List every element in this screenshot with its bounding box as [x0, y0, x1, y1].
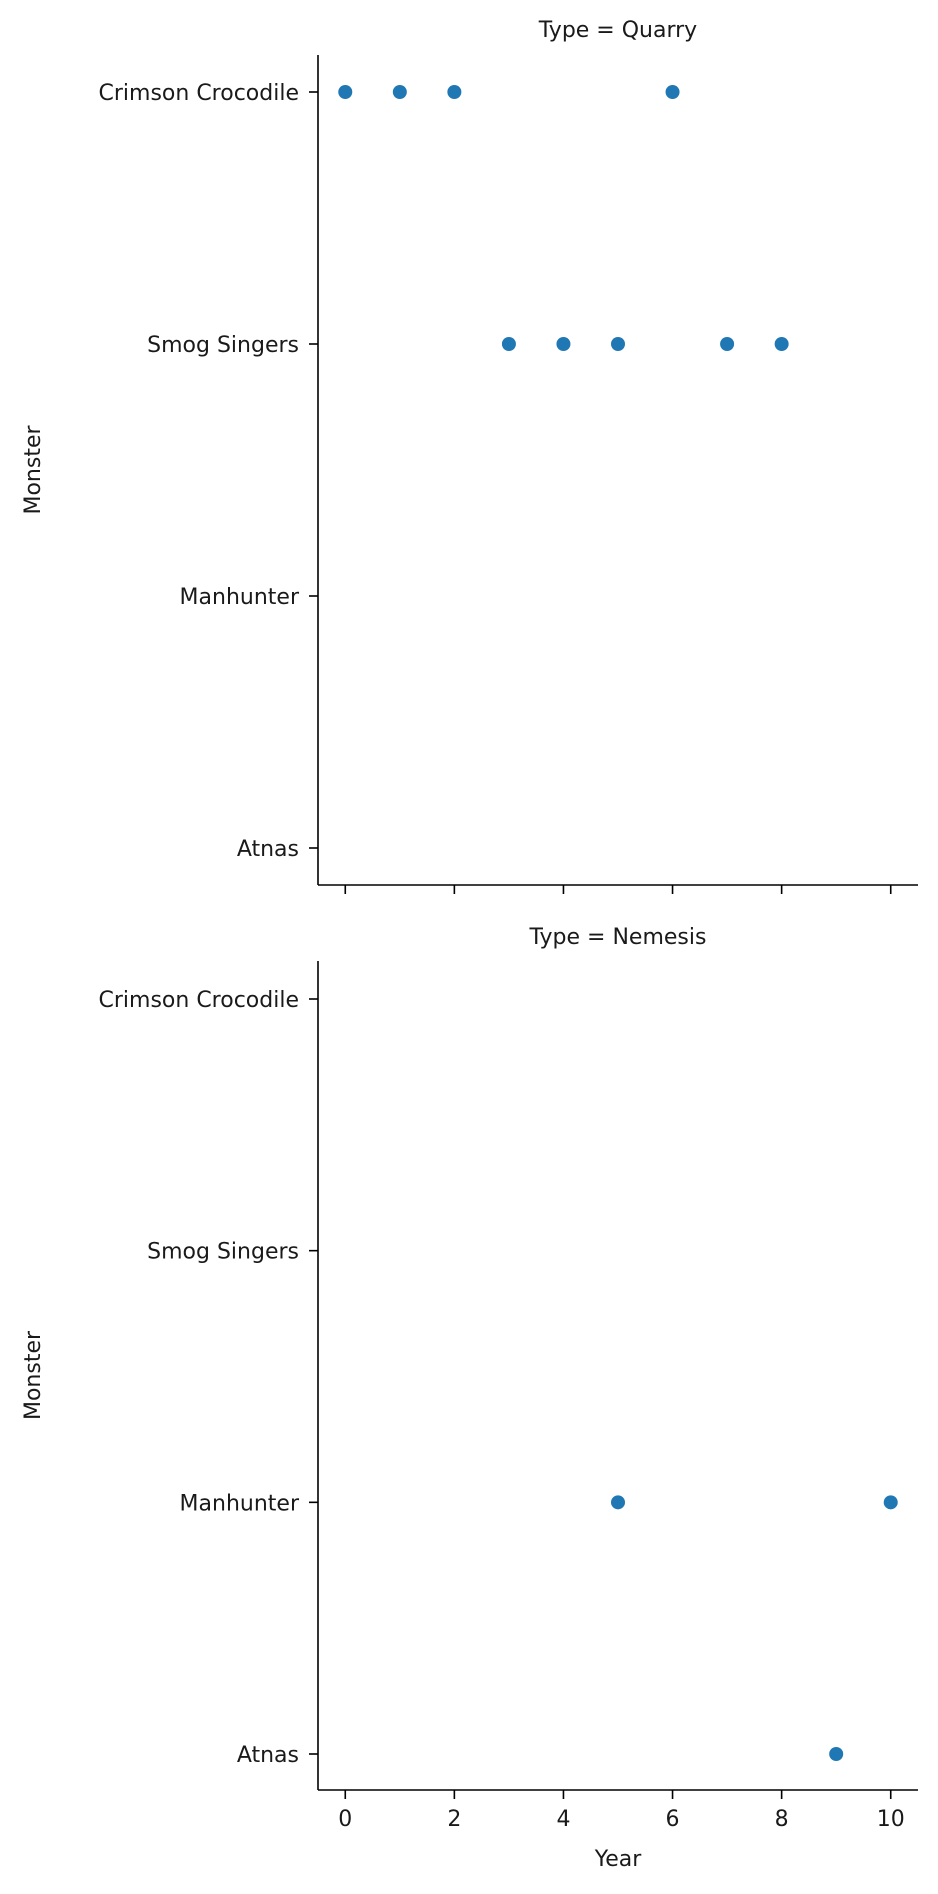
data-point [502, 337, 516, 351]
x-tick-label: 0 [338, 1807, 352, 1832]
y-tick-label: Crimson Crocodile [99, 81, 299, 106]
panel-title: Type = Quarry [538, 18, 697, 43]
data-point [775, 337, 789, 351]
y-tick-label: Smog Singers [147, 1240, 299, 1265]
y-axis-label: Monster [21, 1330, 46, 1420]
x-tick-label: 10 [877, 1807, 905, 1832]
x-axis-label: Year [594, 1847, 643, 1872]
x-tick-label: 8 [775, 1807, 789, 1832]
x-tick-label: 2 [447, 1807, 461, 1832]
data-point [556, 337, 570, 351]
chart-panel-2: Type = Nemesis Crimson Crocodile Smog Sing… [21, 925, 918, 1872]
data-point [393, 85, 407, 99]
data-point [666, 85, 680, 99]
y-tick-label: Atnas [237, 1743, 299, 1768]
y-tick-label: Crimson Crocodile [99, 988, 299, 1013]
y-axis-label: Monster [21, 425, 46, 515]
y-tick-label: Smog Singers [147, 333, 299, 358]
chart-panel-1: Type = Quarry Crimson Crocodile Smog Singe… [21, 18, 918, 894]
data-point [611, 1495, 625, 1509]
data-point [884, 1495, 898, 1509]
data-point [338, 85, 352, 99]
y-tick-label: Manhunter [180, 585, 300, 610]
data-point [720, 337, 734, 351]
panel-title: Type = Nemesis [529, 925, 707, 950]
data-point [611, 337, 625, 351]
data-point [447, 85, 461, 99]
y-tick-label: Atnas [237, 837, 299, 862]
data-point [829, 1747, 843, 1761]
y-tick-label: Manhunter [180, 1491, 300, 1516]
x-tick-label: 4 [556, 1807, 570, 1832]
x-tick-label: 6 [666, 1807, 680, 1832]
